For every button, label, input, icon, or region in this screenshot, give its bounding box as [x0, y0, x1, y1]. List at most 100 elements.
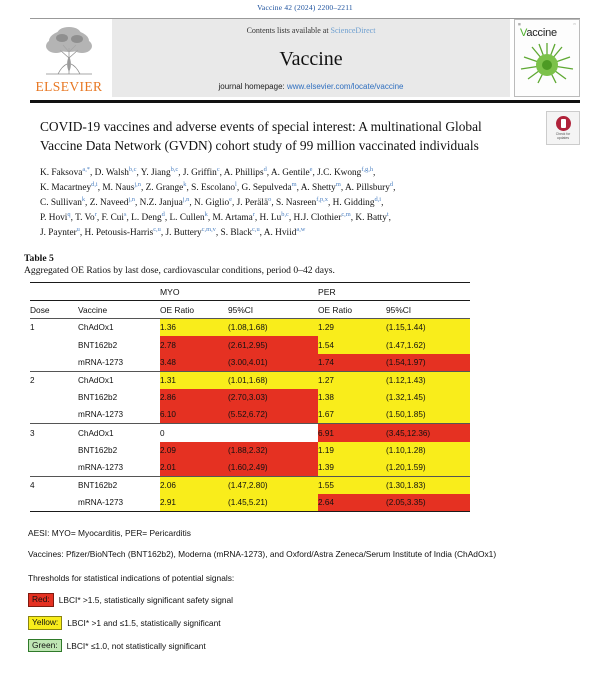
cell-per-ci: (1.32,1.45) — [386, 389, 470, 407]
cell-per-oe: 1.19 — [318, 441, 386, 459]
crossmark-badge[interactable]: Check for updates — [546, 111, 580, 145]
table-row: 3 ChAdOx1 0 6.91 (3.45,12.36) — [30, 423, 470, 442]
table-footnotes: AESI: MYO= Myocarditis, PER= Pericarditi… — [28, 528, 603, 559]
cell-dose — [30, 494, 78, 513]
column-header-per-ci: 95%CI — [386, 300, 470, 319]
cell-per-ci: (1.54,1.97) — [386, 353, 470, 372]
cell-dose — [30, 389, 78, 406]
cell-myo-ci: (1.01,1.68) — [228, 370, 318, 390]
table-row: 1 ChAdOx1 1.36 (1.08,1.68) 1.29 (1.15,1.44) — [30, 318, 470, 337]
author-line: J. Paynteru, H. Petousis-Harrisc,u, J. B… — [40, 226, 306, 239]
running-head: Vaccine 42 (2024) 2200–2211 — [257, 3, 353, 12]
cell-vaccine: ChAdOx1 — [78, 370, 160, 390]
group-header-row: MYO PER — [30, 282, 470, 301]
cell-myo-ci: (1.08,1.68) — [228, 318, 318, 337]
cell-per-ci: (1.20,1.59) — [386, 458, 470, 477]
cell-vaccine: BNT162b2 — [78, 393, 118, 403]
crossmark-label: Check for updates — [556, 132, 571, 141]
cell-myo-ci: (1.45,5.21) — [228, 494, 318, 513]
cell-myo-ci — [228, 423, 318, 442]
table-row: BNT162b2 2.78 (2.61,2.95) 1.54 (1.47,1.62) — [30, 336, 470, 354]
table-row: 4 BNT162b2 2.06 (1.47,2.80) 1.55 (1.30,1.83) — [30, 475, 470, 495]
table-row: BNT162b2 2.09 (1.88,2.32) 1.19 (1.10,1.28) — [30, 441, 470, 459]
cell-vaccine: ChAdOx1 — [78, 318, 160, 337]
table-body: 1 ChAdOx1 1.36 (1.08,1.68) 1.29 (1.15,1.44) BN… — [30, 318, 470, 513]
cell-dose — [30, 459, 78, 477]
group-header-myo: MYO — [160, 282, 318, 301]
legend-text-red: LBCI* >1.5, statistically significant sa… — [58, 595, 234, 606]
homepage-link[interactable]: www.elsevier.com/locate/vaccine — [287, 82, 404, 91]
table-row: mRNA-1273 2.91 (1.45,5.21) 2.64 (2.05,3.35) — [30, 494, 470, 513]
table-row: 2 ChAdOx1 1.31 (1.01,1.68) 1.27 (1.12,1.43) — [30, 370, 470, 390]
cell-vaccine: mRNA-1273 — [78, 494, 160, 513]
column-header-myo-oe: OE Ratio — [160, 300, 228, 319]
author-line: K. Macartneyd,i, M. Nausj,n, Z. Grangek,… — [40, 181, 396, 194]
cell-dose — [30, 354, 78, 372]
table-block: Table 5 Aggregated OE Ratios by last dos… — [24, 253, 494, 513]
cover-title-rest: accine — [526, 27, 557, 39]
crossmark-line1: Check for — [555, 132, 571, 136]
cover-top-row: ▩ ▭ — [515, 20, 579, 26]
journal-masthead: ELSEVIER Contents lists available at Sci… — [30, 18, 580, 97]
elsevier-tree-icon — [46, 27, 92, 75]
author-list: K. Faksovaa,*, D. Walshb,c, Y. Jiangb,c,… — [40, 166, 570, 241]
cell-dose: 1 — [30, 318, 78, 337]
crossmark-icon — [555, 115, 571, 131]
cover-meta-mark: ▭ — [573, 22, 576, 26]
cell-myo-ci: (1.60,2.49) — [228, 458, 318, 477]
cell-myo-ci: (2.70,3.03) — [228, 389, 318, 407]
cell-myo-ci: (1.47,2.80) — [228, 475, 318, 495]
column-header-myo-ci: 95%CI — [228, 300, 318, 319]
cell-dose: 3 — [30, 423, 78, 442]
masthead-bottom-rule — [30, 100, 580, 103]
cell-myo-oe: 2.78 — [160, 336, 228, 354]
cell-myo-ci: (3.00,4.01) — [228, 353, 318, 372]
cell-myo-oe: 2.06 — [160, 475, 228, 495]
legend-row-yellow: Yellow: LBCI* >1 and ≤1.5, statistically… — [28, 616, 610, 630]
homepage-prefix: journal homepage: — [218, 82, 285, 91]
table-row: mRNA-1273 6.10 (5.52,6.72) 1.67 (1.50,1.85) — [30, 406, 470, 424]
cell-per-ci: (1.50,1.85) — [386, 406, 470, 424]
cell-per-ci: (1.10,1.28) — [386, 441, 470, 459]
cell-myo-oe: 2.91 — [160, 494, 228, 513]
cell-vaccine: BNT162b2 — [78, 445, 118, 455]
cell-per-ci: (1.47,1.62) — [386, 336, 470, 354]
legend-text-yellow: LBCI* >1 and ≤1.5, statistically signifi… — [67, 617, 221, 628]
cell-vaccine: ChAdOx1 — [78, 423, 160, 442]
group-header-blank2 — [78, 282, 160, 301]
author-line: P. Hoviq, T. Vor, F. Cuis, L. Dengd, L. … — [40, 211, 391, 224]
cell-per-oe: 1.54 — [318, 336, 386, 354]
legend-row-red: Red: LBCI* >1.5, statistically significa… — [28, 593, 610, 608]
cell-myo-ci: (1.88,2.32) — [228, 441, 318, 459]
elsevier-wordmark: ELSEVIER — [35, 79, 103, 94]
legend-swatch-yellow: Yellow: — [28, 616, 63, 630]
author-line: K. Faksovaa,*, D. Walshb,c, Y. Jiangb,c,… — [40, 165, 376, 179]
footnote-vaccines: Vaccines: Pfizer/BioNTech (BNT162b2), Mo… — [28, 549, 497, 560]
cell-myo-oe: 2.01 — [160, 458, 228, 477]
legend-swatch-red: Red: — [28, 593, 54, 608]
legend-swatch-green: Green: — [28, 638, 62, 653]
cell-per-oe: 1.29 — [318, 318, 386, 337]
crossmark-line2: updates — [556, 136, 570, 141]
journal-homepage-line: journal homepage: www.elsevier.com/locat… — [218, 82, 403, 91]
elsevier-logo: ELSEVIER — [30, 19, 108, 97]
cell-myo-oe: 1.31 — [160, 370, 228, 390]
cell-vaccine: mRNA-1273 — [78, 410, 124, 420]
cover-title-initial: V — [520, 27, 527, 39]
cell-dose: 2 — [30, 370, 78, 390]
cell-vaccine: mRNA-1273 — [78, 357, 124, 367]
cell-per-oe: 1.38 — [318, 389, 386, 407]
sciencedirect-link[interactable]: ScienceDirect — [330, 26, 376, 35]
legend-row-green: Green: LBCI* ≤1.0, not statistically sig… — [28, 638, 610, 653]
footnote-aesi: AESI: MYO= Myocarditis, PER= Pericarditi… — [28, 528, 191, 539]
virus-illustration-icon — [520, 43, 574, 84]
cell-myo-oe: 1.36 — [160, 318, 228, 337]
cell-per-oe: 6.91 — [318, 423, 386, 442]
table-row: mRNA-1273 2.01 (1.60,2.49) 1.39 (1.20,1.59) — [30, 458, 470, 477]
cell-per-oe: 1.67 — [318, 406, 386, 424]
cell-myo-ci: (2.61,2.95) — [228, 336, 318, 354]
cell-vaccine: BNT162b2 — [78, 340, 118, 350]
cell-per-ci: (1.15,1.44) — [386, 318, 470, 337]
cover-logo-mark: ▩ — [518, 22, 521, 26]
